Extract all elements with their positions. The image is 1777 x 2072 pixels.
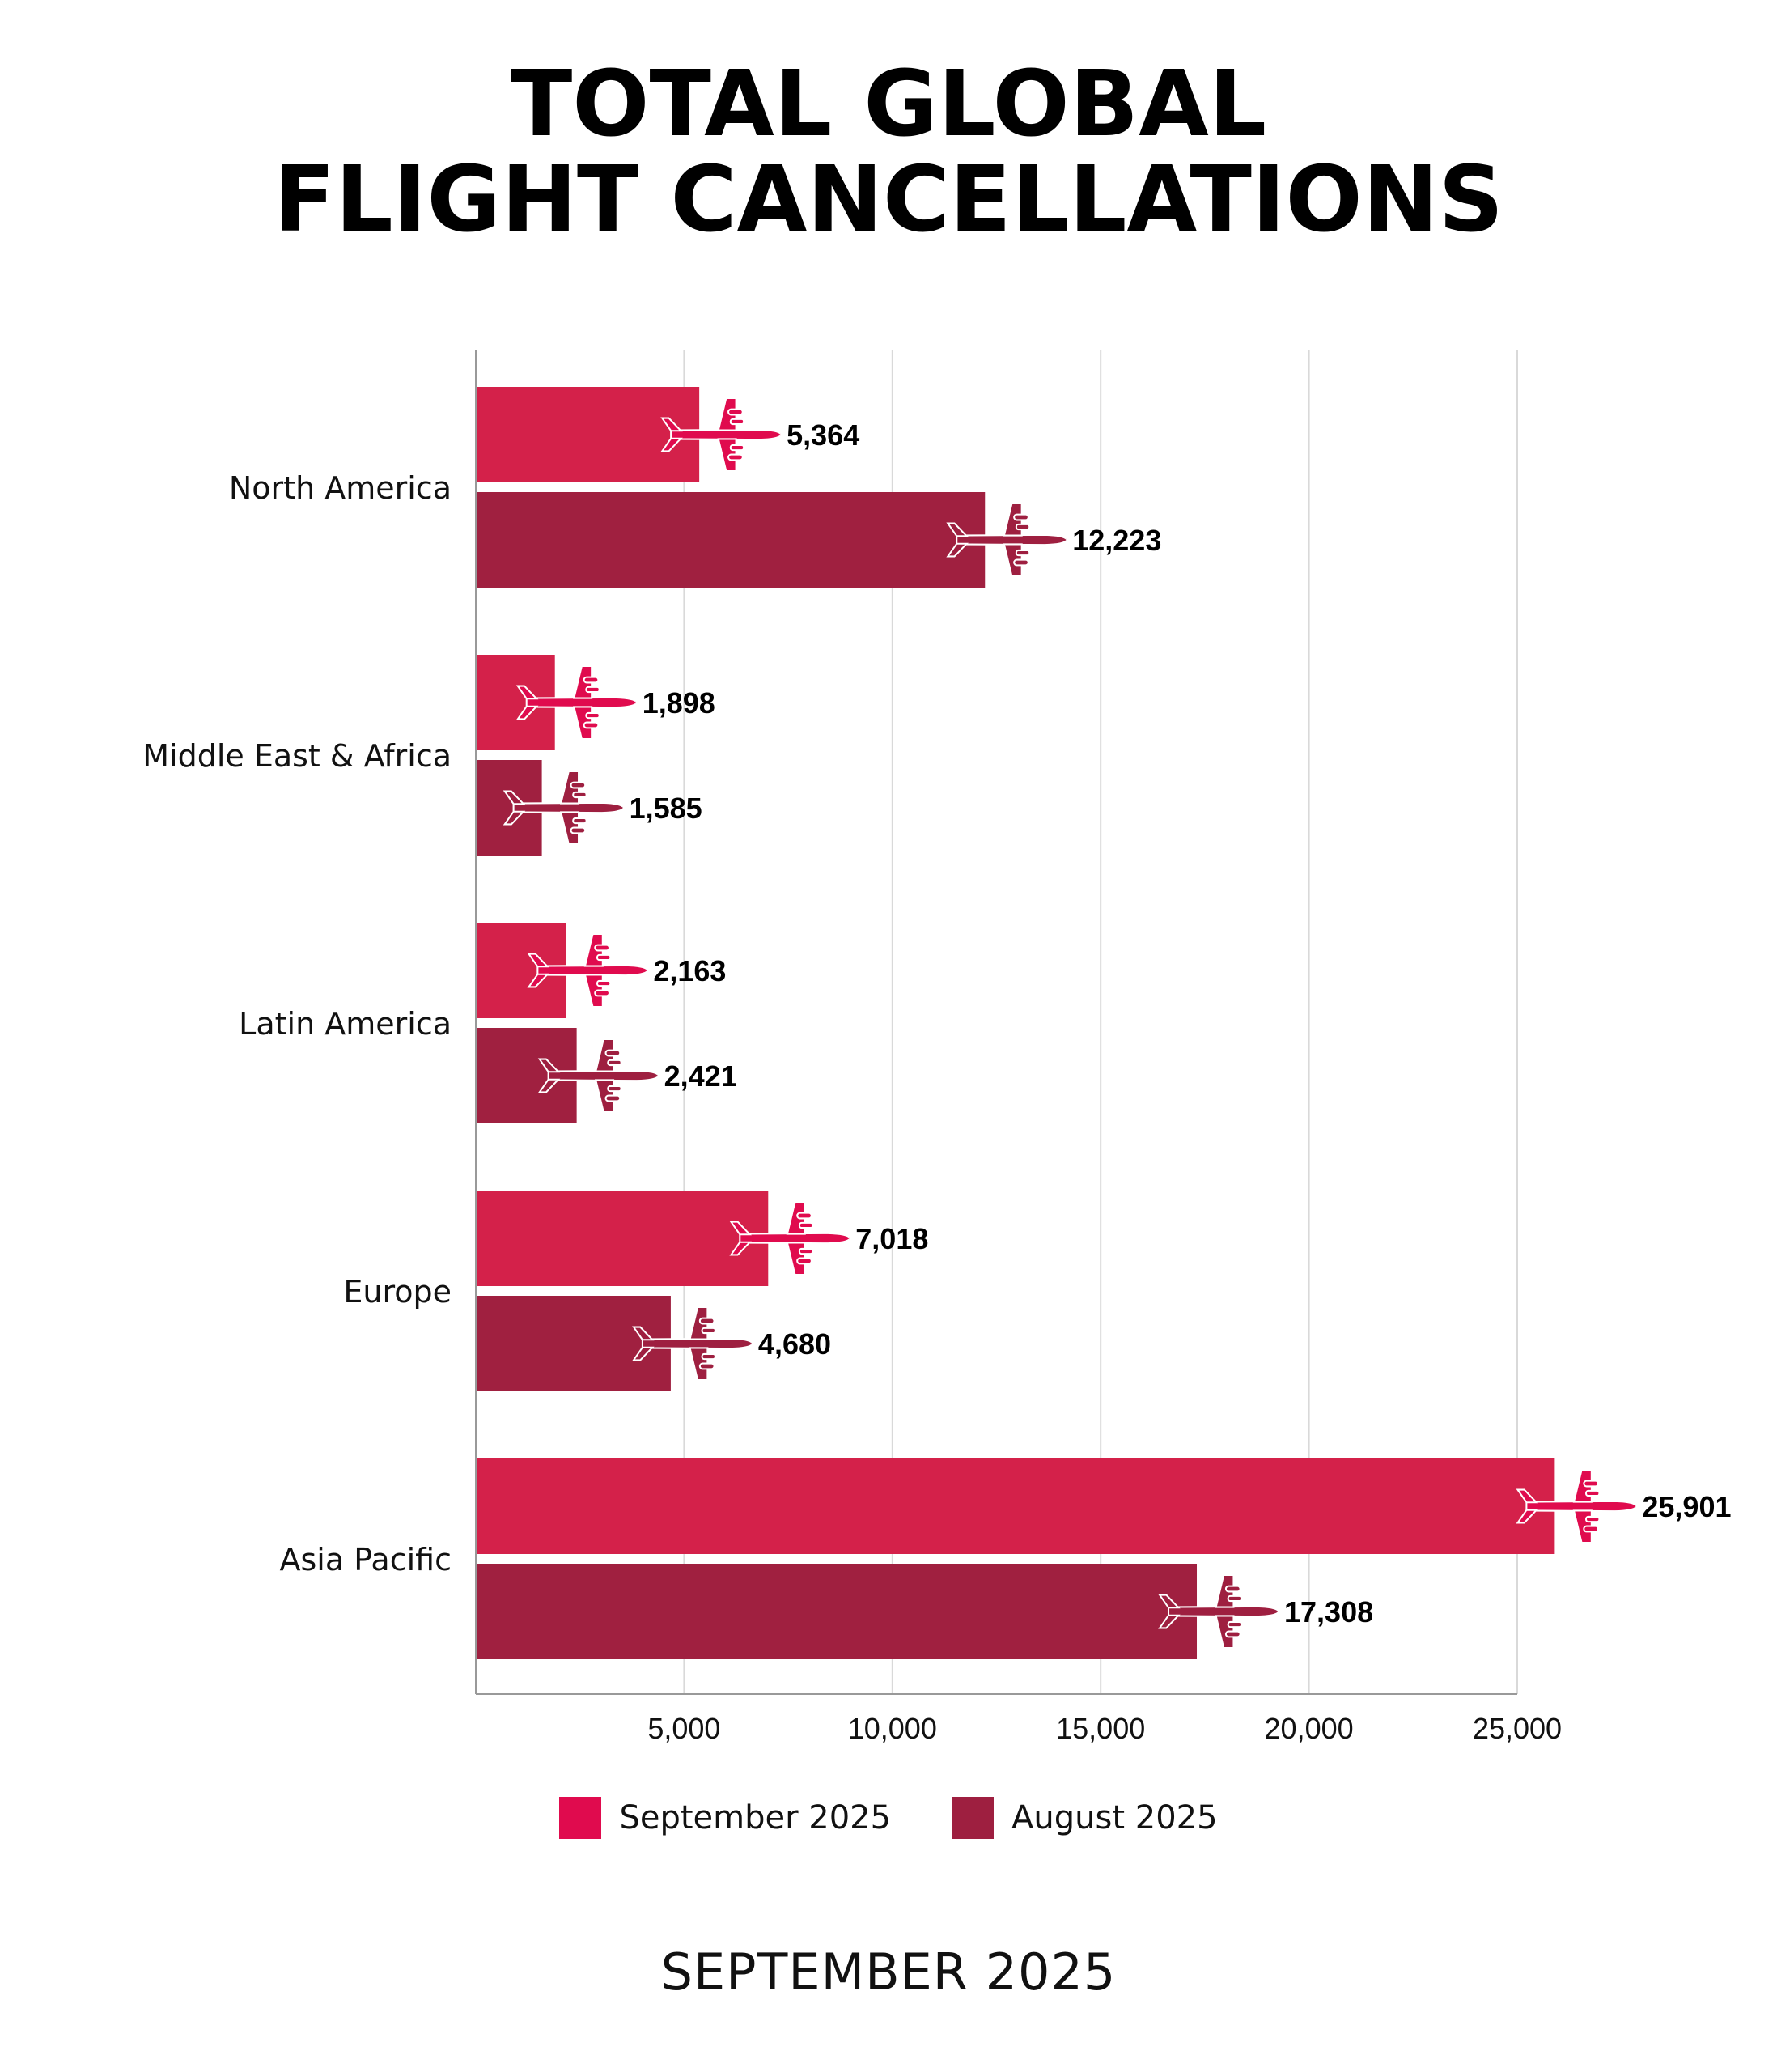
- bar-august: [476, 1296, 671, 1391]
- x-tick-label: 10,000: [848, 1712, 937, 1745]
- data-label: 7,018: [855, 1222, 928, 1255]
- category-label: Latin America: [239, 1006, 452, 1042]
- legend: September 2025 August 2025: [0, 1797, 1777, 1839]
- data-label: 17,308: [1284, 1595, 1373, 1628]
- bar-august: [476, 1564, 1198, 1659]
- data-label: 1,585: [630, 792, 702, 825]
- legend-swatch-august: [952, 1797, 995, 1839]
- data-label: 1,898: [643, 686, 715, 720]
- data-label: 2,421: [664, 1059, 737, 1093]
- x-tick-label: 20,000: [1265, 1712, 1354, 1745]
- footer-date: SEPTEMBER 2025: [660, 1942, 1117, 2002]
- title-line-2: FLIGHT CANCELLATIONS: [273, 147, 1504, 253]
- data-label: 25,901: [1642, 1490, 1731, 1523]
- bars: 5,364 12,223 1,898 1,585 2,163 2,421 7,018 4,68…: [476, 387, 1731, 1659]
- bar-september: [476, 1191, 769, 1286]
- legend-item-august: August 2025: [952, 1797, 1218, 1839]
- bar-september: [476, 387, 700, 482]
- x-tick-label: 15,000: [1056, 1712, 1145, 1745]
- chart-title: TOTAL GLOBAL FLIGHT CANCELLATIONS: [0, 57, 1777, 248]
- data-label: 2,163: [653, 954, 726, 987]
- category-label: Middle East & Africa: [142, 738, 452, 774]
- x-axis: 5,000 10,000 15,000 20,000 25,000: [475, 350, 1562, 1745]
- category-label: Asia Pacific: [280, 1542, 452, 1577]
- bar-september: [476, 1458, 1555, 1554]
- legend-item-september: September 2025: [559, 1797, 891, 1839]
- category-label: North America: [229, 470, 452, 506]
- legend-swatch-september: [559, 1797, 602, 1839]
- x-tick-label: 5,000: [647, 1712, 720, 1745]
- data-label: 5,364: [787, 418, 859, 452]
- data-label: 4,680: [758, 1327, 831, 1361]
- category-label: Europe: [343, 1274, 452, 1310]
- bar-august: [476, 492, 986, 588]
- legend-label-august: August 2025: [1011, 1799, 1218, 1836]
- title-line-1: TOTAL GLOBAL: [510, 52, 1267, 157]
- x-tick-label: 25,000: [1473, 1712, 1562, 1745]
- data-label: 12,223: [1072, 524, 1161, 557]
- legend-label-september: September 2025: [619, 1799, 892, 1836]
- category-labels: North America Middle East & Africa Latin A…: [142, 470, 452, 1577]
